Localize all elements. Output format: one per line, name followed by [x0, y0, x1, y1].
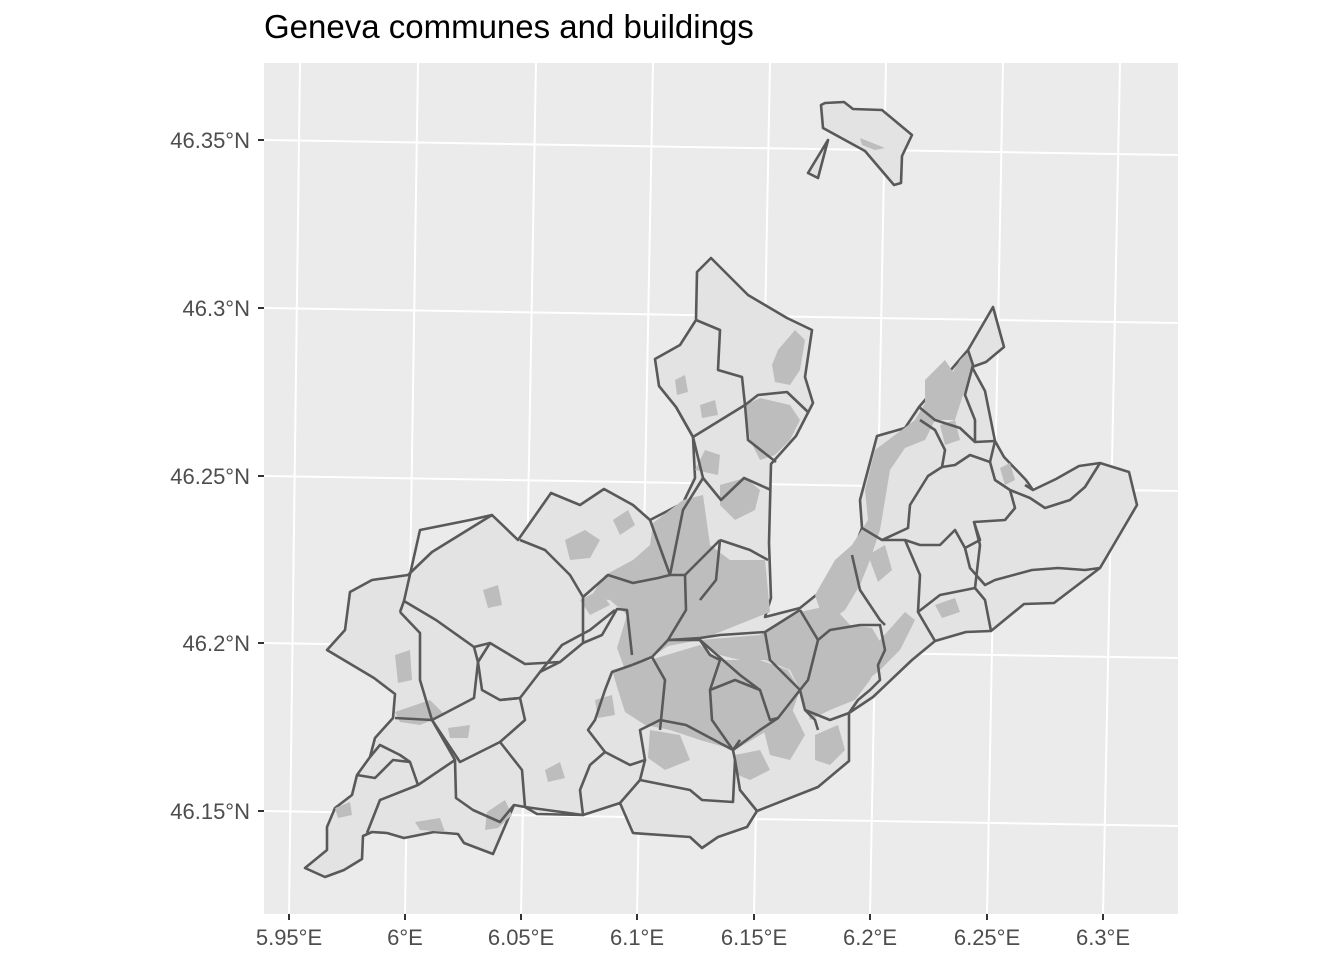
boundary-c-3 — [650, 656, 667, 731]
boundary-se-1 — [804, 708, 850, 722]
boundary-northwest-c — [719, 538, 769, 562]
y-tick-label: 46.15°N — [170, 799, 250, 824]
buildings-southwest-2 — [485, 800, 512, 830]
x-axis: 5.95°E 6°E 6.05°E 6.1°E 6.15°E 6.2°E 6.2… — [256, 914, 1130, 950]
buildings-south-1 — [545, 762, 565, 782]
boundary-north-2 — [743, 404, 777, 464]
boundary-c-4 — [709, 678, 802, 722]
boundary-ne-4 — [1024, 483, 1034, 492]
boundary-ne-3 — [1009, 462, 1102, 510]
boundary-c-2 — [667, 608, 801, 642]
boundary-e-1 — [798, 609, 887, 714]
buildings-center-south — [648, 730, 690, 770]
y-tick-label: 46.35°N — [170, 128, 250, 153]
buildings-north-west-1 — [675, 375, 688, 395]
boundary-e-8 — [963, 547, 1101, 587]
buildings-southeast-2 — [815, 725, 845, 765]
y-tick-label: 46.25°N — [170, 464, 250, 489]
y-tick-label: 46.3°N — [182, 296, 250, 321]
x-tick-label: 6.15°E — [721, 925, 787, 950]
boundary-e-4 — [861, 526, 937, 642]
buildings-west-1 — [483, 585, 502, 608]
buildings-mid-west-2 — [613, 510, 635, 535]
boundary-northwest-e — [666, 574, 688, 641]
boundary-c-1 — [631, 638, 735, 751]
boundary-sw-6 — [356, 758, 411, 780]
boundary-c-6 — [763, 631, 820, 731]
buildings-west-2 — [395, 650, 412, 683]
boundary-sw-7 — [417, 758, 456, 787]
boundary-e-3 — [850, 554, 886, 626]
boundary-sw-3 — [430, 696, 527, 764]
boundary-e-2 — [798, 639, 820, 691]
boundary-e-7 — [904, 453, 1017, 550]
x-tick-label: 5.95°E — [256, 925, 322, 950]
buildings-city-centre — [590, 495, 770, 675]
buildings-east-centre — [700, 605, 885, 720]
boundary-west-5 — [582, 607, 634, 656]
map-title: Geneva communes and buildings — [264, 8, 754, 45]
commune-north-enclave-2 — [806, 138, 830, 180]
buildings-southwest-1 — [448, 725, 470, 738]
boundary-sw-2 — [430, 719, 516, 824]
boundary-northwest-d — [698, 539, 722, 601]
buildings-northeast-1 — [925, 360, 955, 405]
boundary-north-1 — [695, 318, 809, 413]
boundary-ne-1 — [918, 405, 997, 463]
x-tick-label: 6.1°E — [610, 925, 664, 950]
buildings-north-airport — [745, 398, 800, 460]
buildings-east-2 — [935, 598, 960, 618]
boundary-s-3 — [586, 663, 633, 753]
buildings-north-1 — [772, 330, 805, 385]
buildings-southwest-3 — [415, 818, 445, 832]
buildings-south-3 — [735, 750, 770, 780]
buildings-south-2 — [595, 695, 615, 718]
y-tick-label: 46.2°N — [182, 631, 250, 656]
boundary-e-6 — [881, 418, 947, 542]
meridian-5-95 — [288, 62, 301, 915]
boundary-s-6 — [639, 749, 737, 804]
buildings-east-1 — [868, 545, 892, 582]
buildings-mid-west — [565, 530, 600, 560]
boundary-north-4 — [691, 436, 772, 502]
boundary-sw-4 — [498, 741, 527, 808]
boundary-northwest-a — [582, 519, 672, 598]
boundary-c-7 — [732, 716, 779, 752]
boundary-west-1 — [398, 599, 475, 649]
boundary-west-2 — [402, 513, 493, 602]
buildings-enclave — [860, 138, 885, 150]
buildings-center-west — [580, 590, 610, 615]
x-tick-label: 6.3°E — [1076, 925, 1130, 950]
buildings-east-bank-2 — [858, 612, 915, 682]
boundary-e-9 — [972, 521, 982, 589]
buildings-east-4 — [1000, 463, 1015, 485]
boundary-sw-1 — [394, 716, 433, 722]
boundary-s-4 — [604, 718, 742, 767]
buildings-north-west-2 — [700, 400, 718, 418]
x-tick-label: 6.2°E — [843, 925, 897, 950]
boundary-ne-2 — [963, 349, 977, 442]
boundary-c-5 — [699, 639, 761, 692]
x-tick-label: 6°E — [387, 925, 423, 950]
y-axis: 46.35°N 46.3°N 46.25°N 46.2°N 46.15°N — [170, 128, 264, 824]
parallel-46-35 — [263, 139, 1179, 156]
buildings-southwest-4 — [335, 802, 352, 818]
boundary-northwest-b — [668, 477, 721, 577]
x-tick-label: 6.25°E — [954, 925, 1020, 950]
x-tick-label: 6.05°E — [488, 925, 554, 950]
boundary-s-1 — [538, 608, 616, 673]
boundary-s-2 — [524, 751, 606, 817]
boundary-s-7 — [733, 759, 759, 812]
commune-boundaries — [356, 318, 1102, 834]
buildings-north-2 — [720, 478, 760, 520]
